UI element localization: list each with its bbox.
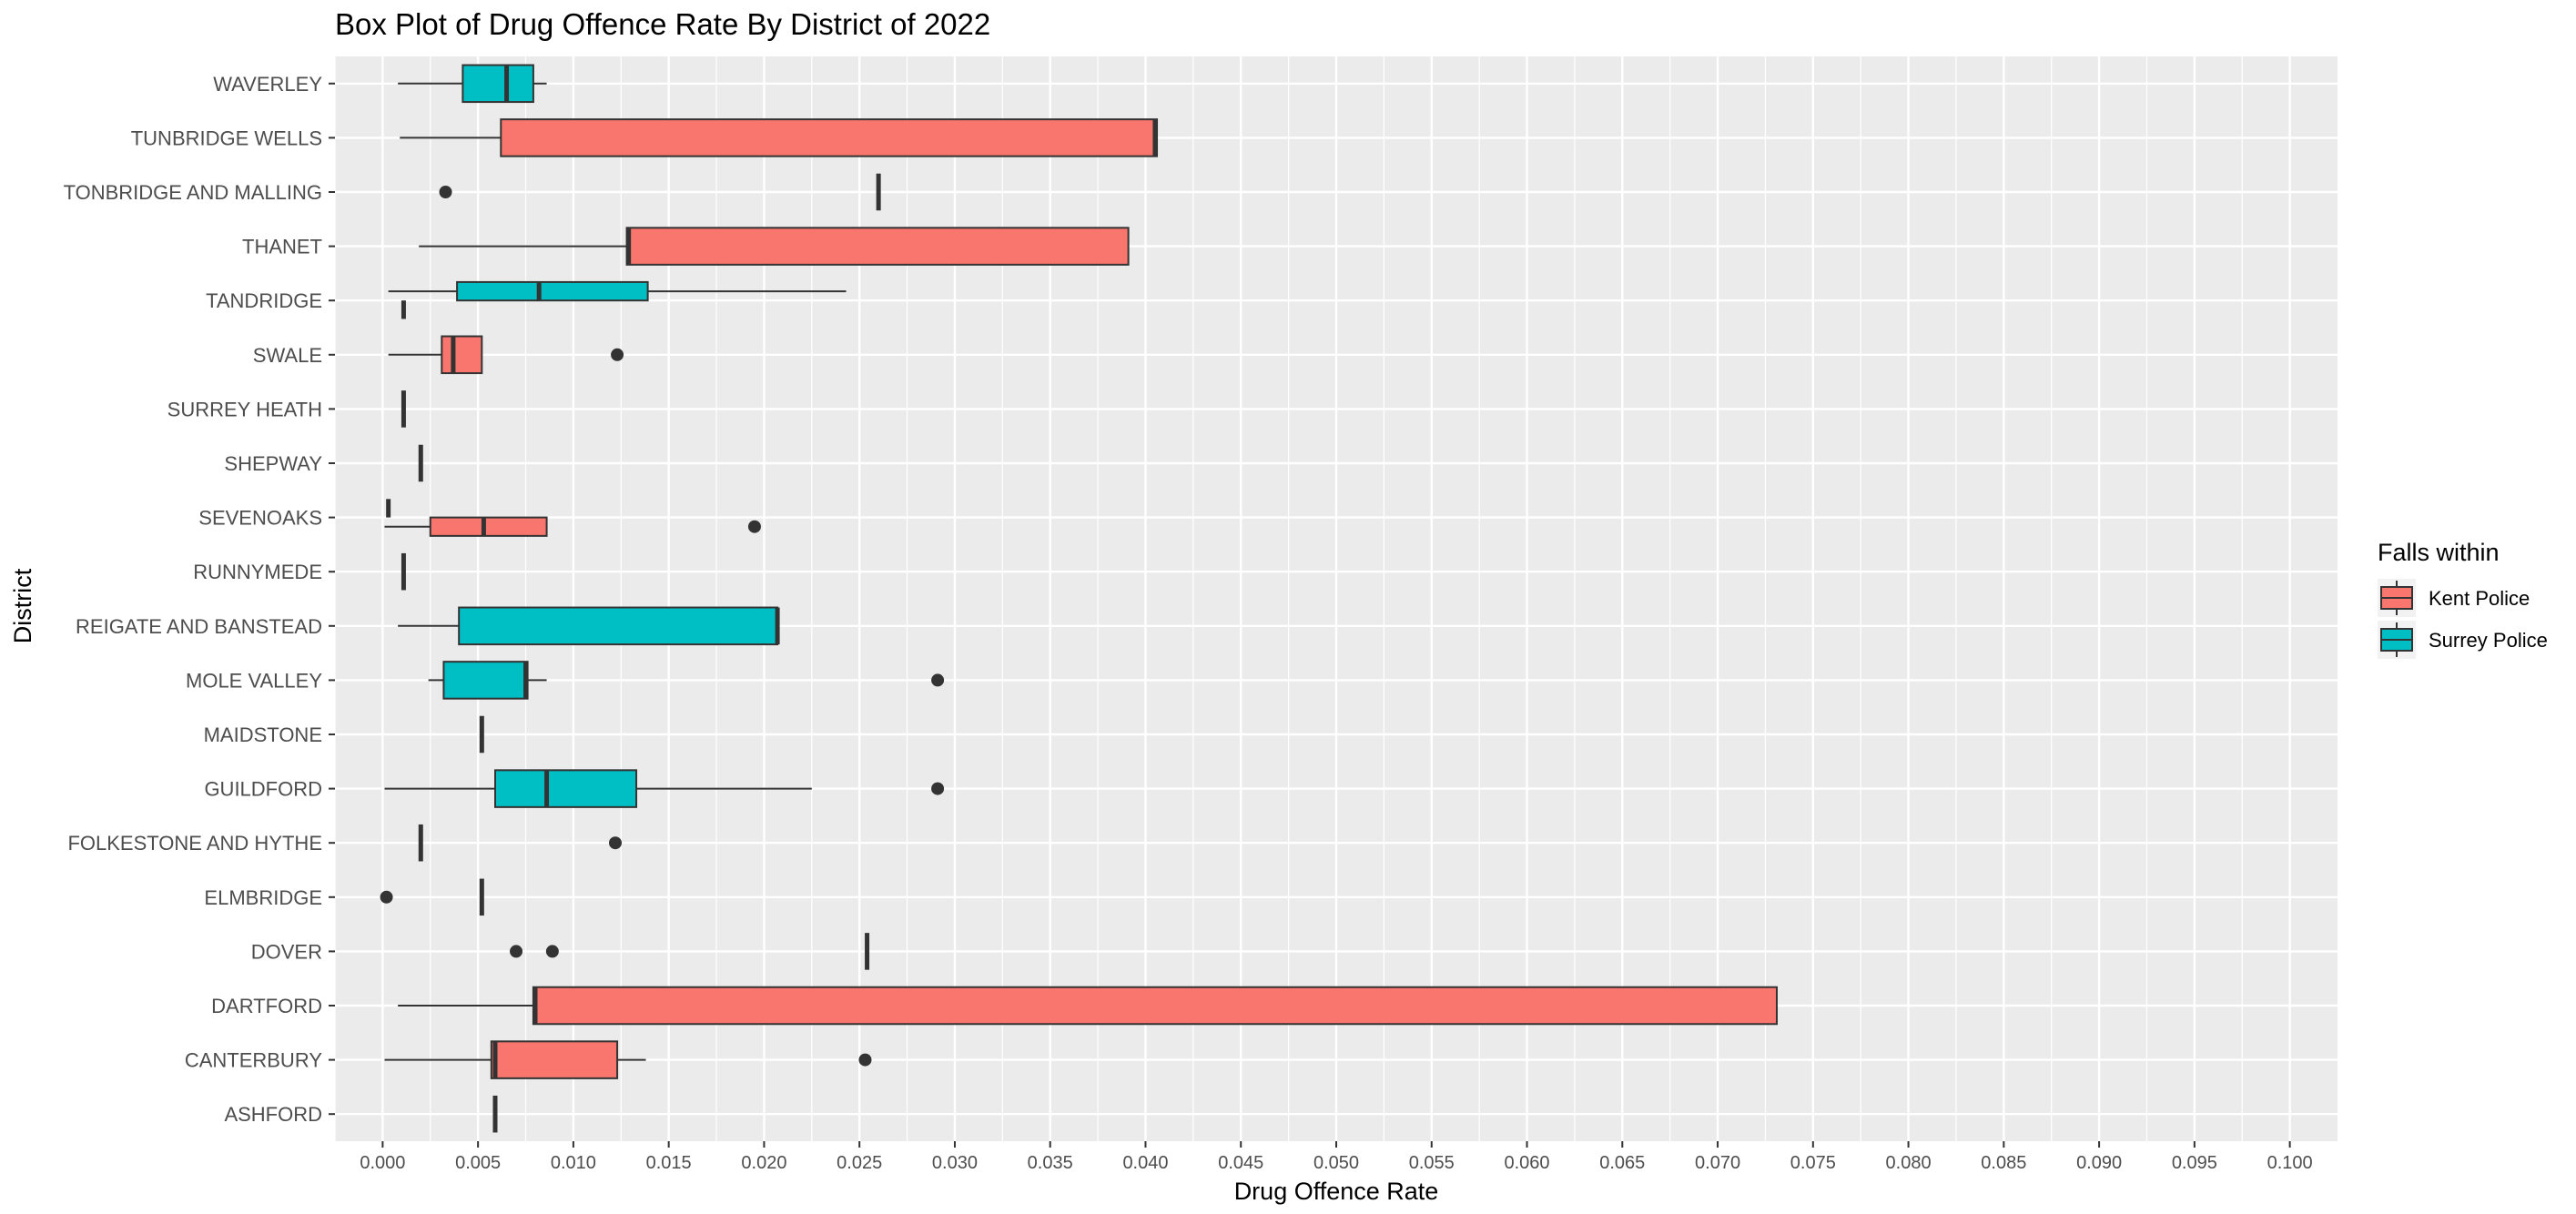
- box-iqr: [500, 118, 1159, 157]
- category-label: SEVENOAKS: [198, 507, 322, 530]
- box-folkestone-and-hythe: [418, 824, 622, 862]
- category-label: SHEPWAY: [224, 452, 322, 475]
- x-tick-label: 0.040: [1122, 1153, 1168, 1173]
- x-axis-title: Drug Offence Rate: [1234, 1178, 1439, 1205]
- category-label: SURREY HEATH: [167, 398, 322, 420]
- chart-title: Box Plot of Drug Offence Rate By Distric…: [335, 7, 990, 41]
- category-label: GUILDFORD: [204, 778, 322, 801]
- box-thanet: [419, 227, 1130, 266]
- box-elmbridge: [380, 878, 484, 916]
- minor-gridlines: [334, 56, 2243, 1141]
- box-iqr: [456, 280, 649, 302]
- box-guildford: [384, 769, 945, 808]
- category-label: TONBRIDGE AND MALLING: [64, 181, 322, 204]
- box-mole-valley: [428, 661, 945, 700]
- box-iqr: [625, 227, 1130, 266]
- category-label: WAVERLEY: [213, 73, 322, 96]
- category-label: RUNNYMEDE: [193, 561, 322, 583]
- box-iqr: [494, 769, 638, 808]
- legend-title: Falls within: [2378, 539, 2500, 566]
- outlier-point: [609, 836, 622, 850]
- x-tick-label: 0.020: [741, 1153, 786, 1173]
- outlier-point: [611, 348, 624, 361]
- category-label: ASHFORD: [224, 1103, 322, 1126]
- box-canterbury: [384, 1040, 872, 1079]
- outlier-point: [747, 520, 761, 533]
- box-waverley: [398, 64, 547, 104]
- outlier-point: [858, 1053, 872, 1067]
- x-tick-label: 0.080: [1886, 1153, 1932, 1173]
- box-iqr: [458, 606, 779, 646]
- outlier-point: [439, 186, 452, 198]
- outlier-point: [510, 945, 523, 958]
- category-label: THANET: [242, 236, 322, 258]
- category-label: ELMBRIDGE: [204, 886, 322, 909]
- category-label: FOLKESTONE AND HYTHE: [67, 832, 322, 855]
- box-reigate-and-banstead: [398, 606, 780, 646]
- x-tick-label: 0.060: [1504, 1153, 1549, 1173]
- y-axis: WAVERLEY TUNBRIDGE WELLS TONBRIDGE AND MAL…: [64, 73, 335, 1126]
- x-tick-label: 0.005: [455, 1153, 501, 1173]
- x-tick-label: 0.085: [1981, 1153, 2026, 1173]
- x-tick-label: 0.030: [932, 1153, 978, 1173]
- box-iqr: [441, 335, 483, 375]
- box-iqr: [490, 1040, 619, 1079]
- outlier-point: [931, 673, 945, 687]
- box-dover: [510, 933, 870, 970]
- box-tandridge: [388, 280, 847, 302]
- x-tick-label: 0.075: [1790, 1153, 1836, 1173]
- box-tonbridge-and-malling: [439, 173, 881, 211]
- box-dartford: [398, 986, 1778, 1026]
- x-tick-label: 0.070: [1695, 1153, 1740, 1173]
- box-sevenoaks: [384, 516, 761, 537]
- x-tick-label: 0.045: [1218, 1153, 1263, 1173]
- category-label: CANTERBURY: [185, 1049, 323, 1072]
- box-iqr: [532, 986, 1778, 1026]
- outlier-point: [380, 890, 393, 904]
- x-tick-label: 0.100: [2267, 1153, 2313, 1173]
- box-swale: [388, 335, 624, 375]
- box-iqr: [442, 661, 529, 700]
- x-tick-label: 0.010: [551, 1153, 596, 1173]
- outlier-point: [931, 782, 945, 795]
- x-tick-label: 0.095: [2172, 1153, 2217, 1173]
- legend-label-kent-police: Kent Police: [2429, 587, 2530, 610]
- category-label: REIGATE AND BANSTEAD: [76, 615, 322, 638]
- x-tick-label: 0.035: [1028, 1153, 1073, 1173]
- category-label: DOVER: [251, 940, 322, 963]
- category-label: MOLE VALLEY: [186, 669, 322, 692]
- legend-item-surrey-police: Surrey Police: [2378, 621, 2548, 659]
- x-axis: 0.000 0.005 0.010 0.015 0.020 0.025 0.030 0.035…: [360, 1141, 2313, 1173]
- x-tick-label: 0.050: [1313, 1153, 1359, 1173]
- legend-item-kent-police: Kent Police: [2378, 579, 2530, 617]
- box-iqr: [461, 64, 534, 104]
- outlier-point: [545, 945, 559, 958]
- x-tick-label: 0.055: [1409, 1153, 1455, 1173]
- x-tick-label: 0.000: [360, 1153, 405, 1173]
- x-tick-label: 0.090: [2076, 1153, 2122, 1173]
- category-label: DARTFORD: [211, 995, 322, 1017]
- box-series: [380, 64, 1778, 1133]
- x-tick-label: 0.065: [1599, 1153, 1645, 1173]
- box-tunbridge-wells: [400, 118, 1159, 157]
- category-label: TANDRIDGE: [206, 289, 322, 312]
- major-gridlines: [335, 56, 2338, 1141]
- x-tick-label: 0.015: [646, 1153, 692, 1173]
- box-iqr: [429, 516, 548, 537]
- legend: Falls within Kent Police Surrey Police: [2378, 539, 2548, 659]
- x-tick-label: 0.025: [837, 1153, 882, 1173]
- legend-label-surrey-police: Surrey Police: [2429, 629, 2548, 652]
- category-label: TUNBRIDGE WELLS: [131, 126, 322, 149]
- category-label: SWALE: [253, 344, 322, 367]
- category-label: MAIDSTONE: [204, 723, 322, 746]
- y-axis-title: District: [9, 568, 36, 643]
